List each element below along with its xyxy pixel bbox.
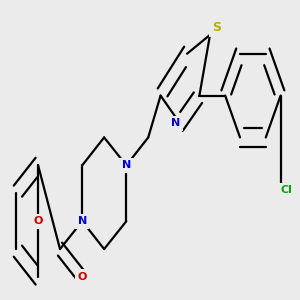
Text: O: O bbox=[33, 216, 43, 226]
Text: N: N bbox=[78, 216, 87, 226]
Text: N: N bbox=[171, 118, 180, 128]
Text: Cl: Cl bbox=[280, 185, 292, 196]
Text: S: S bbox=[212, 21, 221, 34]
Text: N: N bbox=[122, 160, 131, 170]
Text: O: O bbox=[77, 272, 87, 282]
